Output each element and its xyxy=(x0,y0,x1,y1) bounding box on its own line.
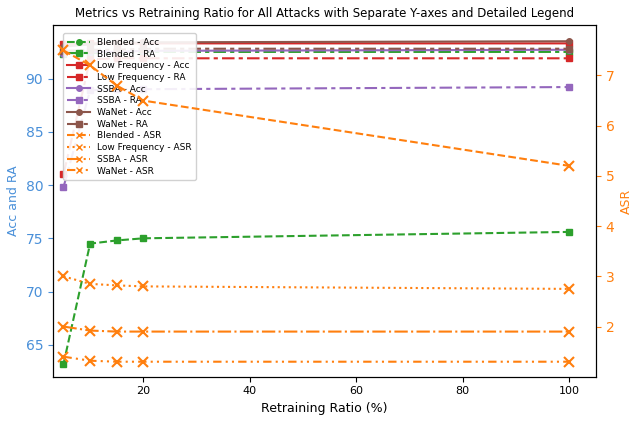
Y-axis label: Acc and RA: Acc and RA xyxy=(7,166,20,236)
Y-axis label: ASR: ASR xyxy=(620,188,633,214)
Legend: Blended - Acc, Blended - RA, Low Frequency - Acc, Low Frequency - RA, SSBA - Acc: Blended - Acc, Blended - RA, Low Frequen… xyxy=(63,33,196,180)
X-axis label: Retraining Ratio (%): Retraining Ratio (%) xyxy=(261,402,388,415)
Title: Metrics vs Retraining Ratio for All Attacks with Separate Y-axes and Detailed Le: Metrics vs Retraining Ratio for All Atta… xyxy=(75,7,574,20)
